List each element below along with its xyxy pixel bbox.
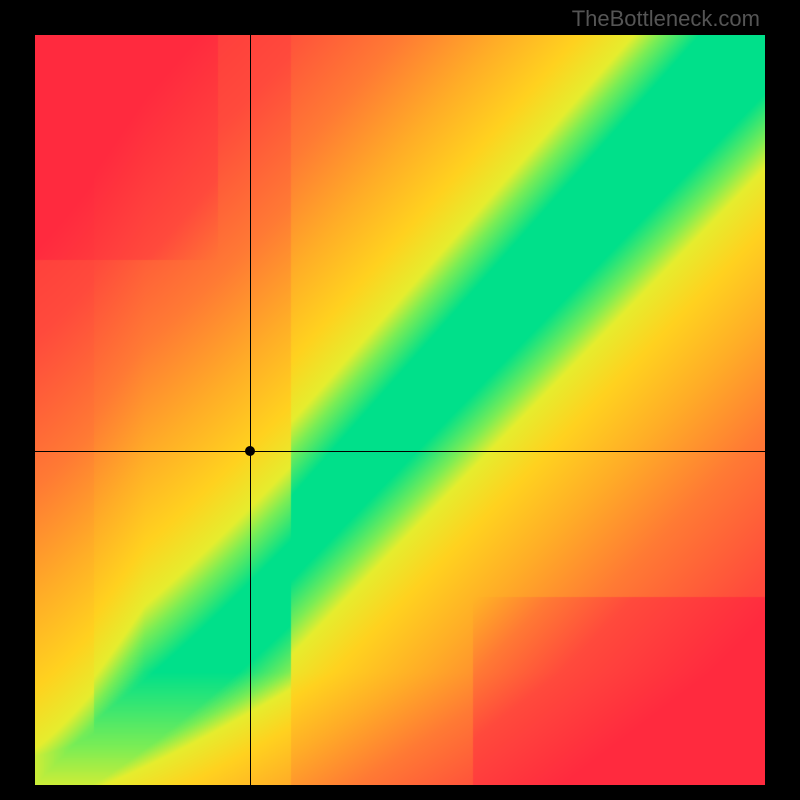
heatmap-plot (35, 35, 765, 785)
heatmap-canvas (35, 35, 765, 785)
watermark-text: TheBottleneck.com (572, 6, 760, 32)
